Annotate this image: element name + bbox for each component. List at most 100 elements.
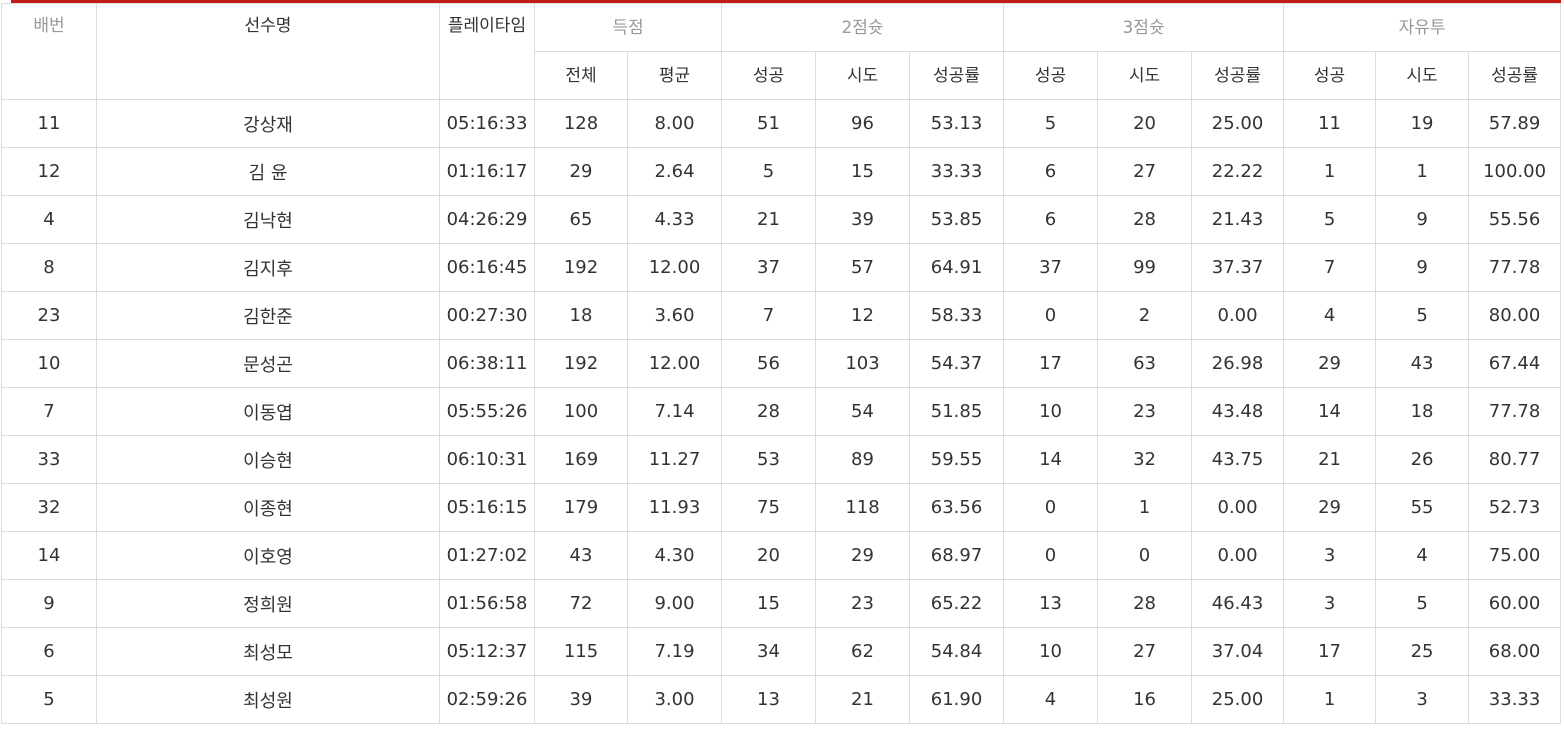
- cell-two-attempt: 103: [815, 339, 910, 388]
- cell-two-rate: 63.56: [908, 483, 1005, 532]
- cell-score-total: 18: [534, 291, 628, 340]
- header-score-average: 평균: [627, 51, 722, 100]
- cell-ft-rate: 100.00: [1468, 147, 1562, 196]
- cell-number: 5: [1, 675, 97, 724]
- cell-score-average: 4.33: [627, 195, 722, 244]
- table-row: 32 이종현 05:16:15 179 11.93 75 118 63.56 0 1 0.00 29 5…: [1, 483, 1562, 532]
- header-name: 선수명: [96, 3, 440, 100]
- cell-two-attempt: 39: [815, 195, 910, 244]
- cell-number: 33: [1, 435, 97, 484]
- cell-ft-attempt: 3: [1375, 675, 1470, 724]
- cell-three-rate: 0.00: [1191, 291, 1285, 340]
- cell-two-made: 51: [721, 99, 816, 148]
- cell-ft-attempt: 19: [1375, 99, 1470, 148]
- cell-score-average: 4.30: [627, 531, 722, 580]
- header-score-total: 전체: [534, 51, 628, 100]
- cell-two-made: 37: [721, 243, 816, 292]
- cell-three-made: 5: [1003, 99, 1099, 148]
- cell-number: 4: [1, 195, 97, 244]
- cell-score-average: 11.27: [627, 435, 722, 484]
- cell-ft-rate: 80.00: [1468, 291, 1562, 340]
- cell-number: 10: [1, 339, 97, 388]
- cell-two-made: 7: [721, 291, 816, 340]
- table-body: 11 강상재 05:16:33 128 8.00 51 96 53.13 5 20 25.00 11 1…: [1, 99, 1562, 724]
- cell-three-rate: 43.48: [1191, 387, 1285, 436]
- cell-ft-made: 3: [1283, 579, 1377, 628]
- cell-ft-made: 21: [1283, 435, 1377, 484]
- cell-two-rate: 33.33: [908, 147, 1005, 196]
- cell-two-attempt: 54: [815, 387, 910, 436]
- cell-score-average: 3.00: [627, 675, 722, 724]
- cell-ft-attempt: 5: [1375, 579, 1470, 628]
- cell-ft-made: 14: [1283, 387, 1377, 436]
- cell-two-attempt: 62: [815, 627, 910, 676]
- cell-ft-rate: 33.33: [1468, 675, 1562, 724]
- header-ft-rate: 성공률: [1468, 51, 1562, 100]
- cell-playtime: 05:16:33: [439, 99, 535, 148]
- cell-ft-made: 5: [1283, 195, 1377, 244]
- cell-number: 14: [1, 531, 97, 580]
- cell-three-attempt: 20: [1097, 99, 1193, 148]
- cell-playtime: 04:26:29: [439, 195, 535, 244]
- cell-two-made: 53: [721, 435, 816, 484]
- cell-playtime: 02:59:26: [439, 675, 535, 724]
- cell-score-total: 192: [534, 339, 628, 388]
- header-two-rate: 성공률: [908, 51, 1005, 100]
- cell-two-rate: 54.37: [908, 339, 1005, 388]
- cell-three-rate: 0.00: [1191, 531, 1285, 580]
- cell-ft-rate: 68.00: [1468, 627, 1562, 676]
- cell-two-attempt: 29: [815, 531, 910, 580]
- cell-playtime: 05:12:37: [439, 627, 535, 676]
- cell-ft-made: 29: [1283, 483, 1377, 532]
- cell-ft-attempt: 18: [1375, 387, 1470, 436]
- cell-two-attempt: 57: [815, 243, 910, 292]
- cell-player-name: 최성모: [96, 627, 440, 676]
- cell-three-made: 6: [1003, 195, 1099, 244]
- cell-ft-rate: 52.73: [1468, 483, 1562, 532]
- cell-ft-rate: 60.00: [1468, 579, 1562, 628]
- cell-three-made: 0: [1003, 291, 1099, 340]
- cell-player-name: 이종현: [96, 483, 440, 532]
- cell-ft-attempt: 4: [1375, 531, 1470, 580]
- cell-three-made: 0: [1003, 483, 1099, 532]
- cell-ft-attempt: 25: [1375, 627, 1470, 676]
- cell-player-name: 강상재: [96, 99, 440, 148]
- table-row: 5 최성원 02:59:26 39 3.00 13 21 61.90 4 16 25.00 1 3 33.…: [1, 675, 1562, 724]
- cell-ft-attempt: 55: [1375, 483, 1470, 532]
- cell-score-average: 7.14: [627, 387, 722, 436]
- cell-three-rate: 37.04: [1191, 627, 1285, 676]
- cell-ft-attempt: 1: [1375, 147, 1470, 196]
- cell-ft-made: 7: [1283, 243, 1377, 292]
- cell-three-rate: 37.37: [1191, 243, 1285, 292]
- cell-ft-attempt: 43: [1375, 339, 1470, 388]
- cell-three-attempt: 28: [1097, 579, 1193, 628]
- header-number: 배번: [1, 3, 97, 100]
- cell-playtime: 01:16:17: [439, 147, 535, 196]
- player-stats-table: 배번 선수명 플레이타임 득점 2점슛 3점슛 자유투 전체 평균 성공 시도 …: [1, 3, 1562, 724]
- cell-ft-attempt: 9: [1375, 195, 1470, 244]
- header-two-attempt: 시도: [815, 51, 910, 100]
- cell-ft-rate: 57.89: [1468, 99, 1562, 148]
- cell-two-rate: 68.97: [908, 531, 1005, 580]
- cell-ft-rate: 80.77: [1468, 435, 1562, 484]
- cell-three-attempt: 2: [1097, 291, 1193, 340]
- table-row: 33 이승현 06:10:31 169 11.27 53 89 59.55 14 32 43.75 2…: [1, 435, 1562, 484]
- cell-two-attempt: 96: [815, 99, 910, 148]
- cell-ft-made: 3: [1283, 531, 1377, 580]
- cell-score-average: 12.00: [627, 339, 722, 388]
- cell-ft-made: 1: [1283, 675, 1377, 724]
- cell-player-name: 정희원: [96, 579, 440, 628]
- cell-two-made: 75: [721, 483, 816, 532]
- cell-playtime: 06:38:11: [439, 339, 535, 388]
- cell-player-name: 김지후: [96, 243, 440, 292]
- cell-score-average: 11.93: [627, 483, 722, 532]
- header-score: 득점: [534, 3, 722, 52]
- cell-score-average: 12.00: [627, 243, 722, 292]
- cell-two-rate: 59.55: [908, 435, 1005, 484]
- cell-three-made: 6: [1003, 147, 1099, 196]
- cell-number: 7: [1, 387, 97, 436]
- cell-three-attempt: 27: [1097, 147, 1193, 196]
- cell-three-attempt: 16: [1097, 675, 1193, 724]
- table-row: 4 김낙현 04:26:29 65 4.33 21 39 53.85 6 28 21.43 5 9 55.…: [1, 195, 1562, 244]
